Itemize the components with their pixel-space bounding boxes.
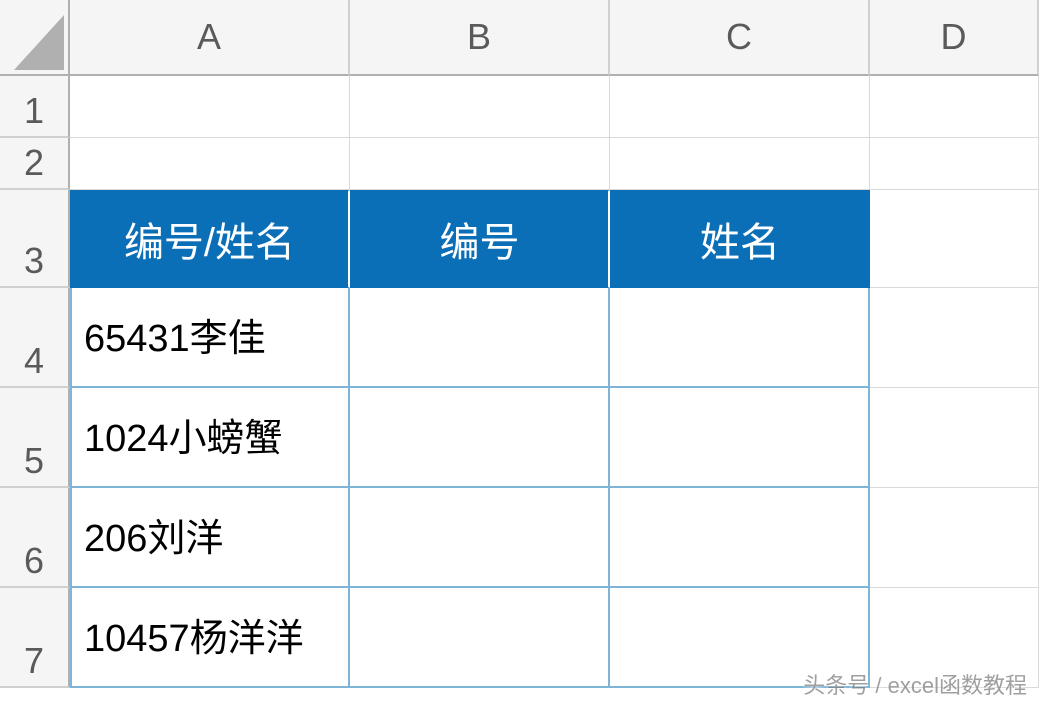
spreadsheet-grid[interactable]: A B C D 1 2 3 编号/姓名 编号 姓名 4 65431李佳 5 10… [0, 0, 1039, 688]
row-header-5[interactable]: 5 [0, 388, 70, 488]
column-header-d[interactable]: D [870, 0, 1039, 76]
row-header-2[interactable]: 2 [0, 138, 70, 190]
column-header-b[interactable]: B [350, 0, 610, 76]
cell-b4[interactable] [350, 288, 610, 388]
row-header-7[interactable]: 7 [0, 588, 70, 688]
table-header-id[interactable]: 编号 [350, 190, 610, 288]
row-header-3[interactable]: 3 [0, 190, 70, 288]
cell-b2[interactable] [350, 138, 610, 190]
select-all-corner[interactable] [0, 0, 70, 76]
cell-a1[interactable] [70, 76, 350, 138]
cell-a2[interactable] [70, 138, 350, 190]
cell-d5[interactable] [870, 388, 1039, 488]
cell-d4[interactable] [870, 288, 1039, 388]
cell-b7[interactable] [350, 588, 610, 688]
cell-d1[interactable] [870, 76, 1039, 138]
row-header-4[interactable]: 4 [0, 288, 70, 388]
cell-c6[interactable] [610, 488, 870, 588]
cell-c4[interactable] [610, 288, 870, 388]
cell-d2[interactable] [870, 138, 1039, 190]
row-header-6[interactable]: 6 [0, 488, 70, 588]
cell-d6[interactable] [870, 488, 1039, 588]
cell-b1[interactable] [350, 76, 610, 138]
row-header-1[interactable]: 1 [0, 76, 70, 138]
column-header-c[interactable]: C [610, 0, 870, 76]
cell-a6[interactable]: 206刘洋 [70, 488, 350, 588]
cell-b5[interactable] [350, 388, 610, 488]
watermark-text: 头条号 / excel函数教程 [803, 668, 1027, 700]
cell-b6[interactable] [350, 488, 610, 588]
cell-a5[interactable]: 1024小螃蟹 [70, 388, 350, 488]
table-header-id-name[interactable]: 编号/姓名 [70, 190, 350, 288]
cell-c5[interactable] [610, 388, 870, 488]
cell-d3[interactable] [870, 190, 1039, 288]
cell-a7[interactable]: 10457杨洋洋 [70, 588, 350, 688]
cell-a4[interactable]: 65431李佳 [70, 288, 350, 388]
cell-c2[interactable] [610, 138, 870, 190]
cell-c1[interactable] [610, 76, 870, 138]
column-header-a[interactable]: A [70, 0, 350, 76]
table-header-name[interactable]: 姓名 [610, 190, 870, 288]
